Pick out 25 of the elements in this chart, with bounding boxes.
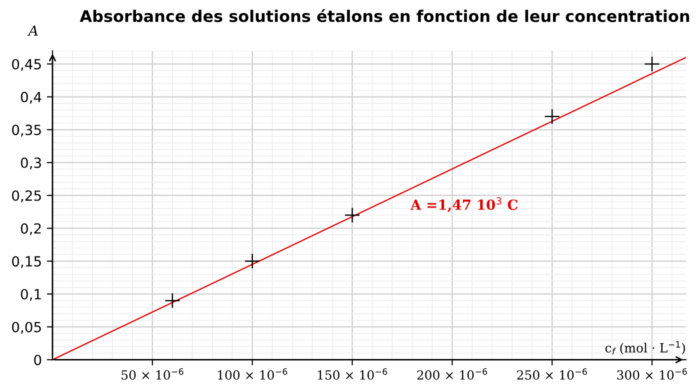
x-axis-title: c$_{f}$ (mol · L$^{−1}$) xyxy=(605,341,685,354)
point xyxy=(244,253,260,270)
point xyxy=(644,56,660,72)
x-tick-label: 150 × 10$^{−6}$ xyxy=(318,368,388,380)
y-tick-label: 0,1 xyxy=(20,288,41,301)
y-tick-label: 0,05 xyxy=(12,322,41,334)
x-tick-label: 300 × 10$^{−6}$ xyxy=(617,368,687,380)
y-tick-label: 0,15 xyxy=(12,256,41,268)
y-tick-label: 0,2 xyxy=(20,223,41,236)
y-tick-label: 0 xyxy=(34,354,42,366)
y-tick-label: 0,25 xyxy=(12,190,41,202)
point xyxy=(544,108,560,124)
chart-title: Absorbance des solutions étalons en fonction de leur concentration xyxy=(80,9,690,22)
y-tick-label: 0,45 xyxy=(12,58,41,71)
y-tick-label: 0,35 xyxy=(12,124,41,137)
y-tick-label: 0,3 xyxy=(20,158,41,170)
annotation: A =1,47 10$^{3}$ C xyxy=(410,197,518,212)
x-tick-label: 200 × 10$^{−6}$ xyxy=(417,368,488,380)
x-tick-label: 50 × 10$^{−6}$ xyxy=(122,368,184,380)
y-axis-title: A xyxy=(27,25,38,36)
y-tick-label: 0,4 xyxy=(20,92,42,104)
x-tick-label: 250 × 10$^{−6}$ xyxy=(517,368,587,380)
point xyxy=(164,292,180,308)
x-tick-label: 100 × 10$^{−6}$ xyxy=(218,368,288,380)
point xyxy=(344,207,360,224)
